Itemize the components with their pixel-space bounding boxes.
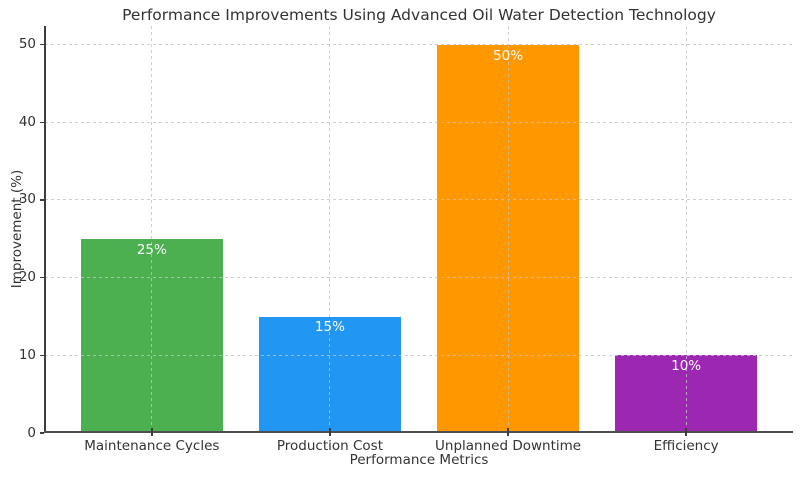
y-tick-label-10: 10 (18, 346, 36, 363)
chart-title: Performance Improvements Using Advanced … (122, 6, 716, 24)
y-tick-label-20: 20 (18, 269, 36, 286)
y-tick-mark-40 (39, 121, 44, 123)
gridline-v-maintenance-cycles (151, 26, 153, 433)
x-tick-mark-maintenance-cycles (151, 428, 153, 436)
bar-value-label-maintenance-cycles: 25% (136, 241, 167, 258)
x-tick-label-maintenance-cycles: Maintenance Cycles (84, 438, 220, 454)
x-tick-label-efficiency: Efficiency (653, 438, 719, 454)
bar-value-label-production-cost: 15% (314, 319, 345, 336)
gridline-v-production-cost (329, 26, 331, 433)
x-tick-mark-unplanned-downtime (507, 428, 509, 436)
y-tick-label-30: 30 (18, 191, 36, 208)
gridline-h-30 (45, 199, 793, 201)
x-axis-spine (44, 431, 793, 433)
y-tick-label-0: 0 (27, 424, 36, 441)
y-tick-mark-10 (39, 354, 44, 356)
y-tick-mark-20 (39, 277, 44, 279)
y-tick-label-50: 50 (18, 36, 36, 53)
y-tick-mark-0 (39, 432, 44, 434)
gridline-v-efficiency (685, 26, 687, 433)
y-tick-mark-30 (39, 199, 44, 201)
plot-area: 0 10 20 30 40 50 25% Maintenance Cycles 15% Produ… (19, 26, 793, 454)
gridline-h-50 (45, 44, 793, 46)
gridline-h-20 (45, 277, 793, 279)
x-axis-label: Performance Metrics (349, 452, 489, 468)
x-tick-mark-production-cost (329, 428, 331, 436)
x-tick-mark-efficiency (685, 428, 687, 436)
gridline-h-10 (45, 354, 793, 356)
y-tick-mark-50 (39, 43, 44, 46)
gridline-h-40 (45, 121, 793, 123)
x-tick-label-unplanned-downtime: Unplanned Downtime (435, 438, 582, 454)
bar-value-label-efficiency: 10% (671, 358, 702, 375)
x-tick-label-production-cost: Production Cost (276, 438, 383, 454)
bar-value-label-unplanned-downtime: 50% (493, 47, 524, 64)
y-tick-label-40: 40 (18, 113, 36, 130)
y-axis-spine (44, 26, 46, 433)
gridline-v-unplanned-downtime (507, 26, 509, 433)
